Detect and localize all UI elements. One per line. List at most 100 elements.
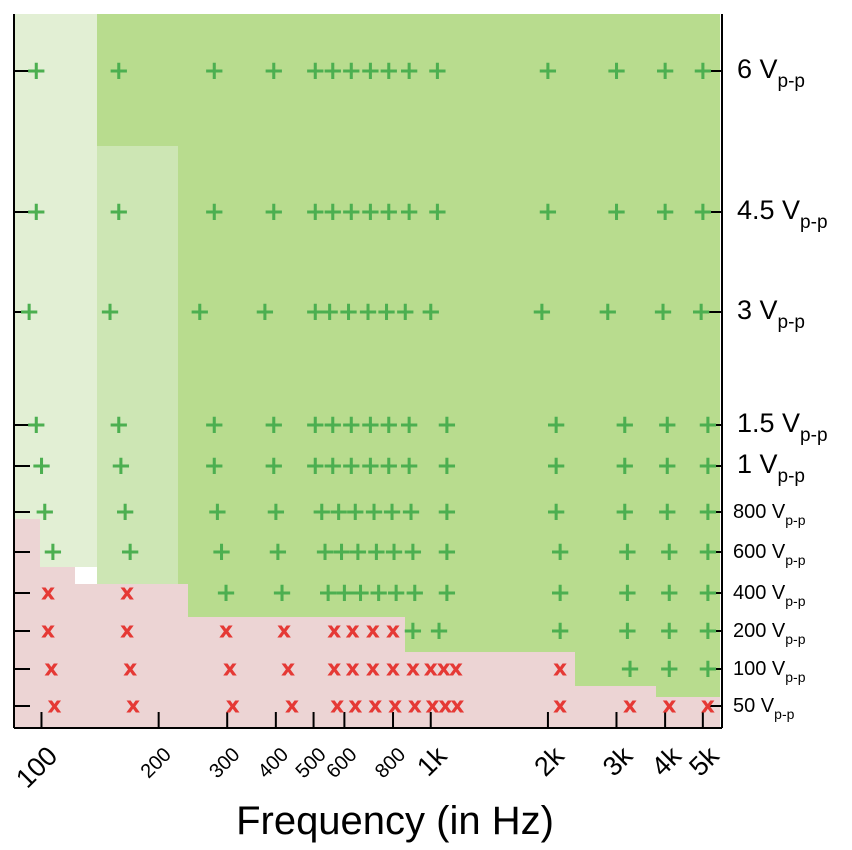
data-markers: + + + + ++++++ + + + + ++ + + + ++++++ + + + + ++ + + + ++++++…	[18, 56, 718, 719]
background-regions	[14, 14, 720, 727]
pass-marker-0_4-10: +	[616, 578, 638, 608]
x-tick-label-0: 100	[10, 741, 63, 794]
pass-marker-6-10: +	[426, 56, 448, 86]
pass-marker-0_8-9: +	[400, 497, 422, 527]
pass-marker-4_5-2: +	[203, 197, 225, 227]
pass-marker-0_6-0: +	[42, 537, 64, 567]
fail-marker-0_05-15: x	[701, 694, 715, 719]
fail-marker-0_1-4: x	[327, 657, 341, 682]
x-tick-label-3: 400	[254, 744, 293, 783]
pass-marker-0_4-8: +	[436, 578, 458, 608]
fail-marker-0_2-3: x	[277, 619, 291, 644]
pass-marker-4_5-11: +	[537, 197, 559, 227]
fail-marker-0_05-4: x	[330, 694, 344, 719]
pass-marker-1-11: +	[545, 451, 567, 481]
fail-marker-0_05-1: x	[126, 694, 140, 719]
fail-marker-0_05-6: x	[368, 694, 382, 719]
pass-marker-1-10: +	[436, 451, 458, 481]
pass-marker-3-1: +	[99, 297, 121, 327]
pass-marker-4_5-7: +	[360, 197, 382, 227]
x-tick-label-1: 200	[137, 744, 176, 783]
pass-marker-6-14: +	[692, 56, 714, 86]
pass-marker-0_4-2: +	[317, 578, 339, 608]
region-light-green	[97, 146, 178, 584]
pass-marker-1_5-8: +	[378, 410, 400, 440]
pass-marker-0_8-4: +	[311, 497, 333, 527]
pass-marker-0_8-13: +	[656, 497, 678, 527]
pass-marker-6-5: +	[322, 56, 344, 86]
pass-marker-3-11: +	[531, 297, 553, 327]
fail-marker-0_1-11: x	[449, 657, 463, 682]
pass-marker-4_5-12: +	[606, 197, 628, 227]
pass-marker-6-6: +	[340, 56, 362, 86]
pass-marker-3-13: +	[652, 297, 674, 327]
pass-marker-3-5: +	[319, 297, 341, 327]
pass-marker-4_5-6: +	[340, 197, 362, 227]
pass-marker-1-14: +	[697, 451, 719, 481]
y-tick-label-3: 1.5 Vp-p	[737, 408, 828, 446]
y-tick-label-5: 800 Vp-p	[733, 501, 806, 528]
pass-marker-4_5-5: +	[322, 197, 344, 227]
x-tick-label-2: 300	[205, 744, 244, 783]
pass-marker-6-2: +	[203, 56, 225, 86]
fail-marker-0_2-4: x	[327, 619, 341, 644]
axis-frame	[13, 14, 723, 729]
pass-marker-0_6-1: +	[119, 537, 141, 567]
fail-marker-0_05-13: x	[623, 694, 637, 719]
pass-marker-0_2-3: +	[616, 616, 638, 646]
fail-marker-0_1-2: x	[223, 657, 237, 682]
pass-marker-3-0: +	[18, 297, 40, 327]
pass-marker-0_6-3: +	[267, 537, 289, 567]
y-tick-label-1: 4.5 Vp-p	[737, 195, 828, 233]
pass-marker-0_1-2: +	[697, 654, 719, 684]
pass-marker-4_5-0: +	[25, 197, 47, 227]
pass-marker-1-3: +	[263, 451, 285, 481]
pass-marker-0_4-11: +	[658, 578, 680, 608]
pass-marker-1_5-11: +	[545, 410, 567, 440]
fail-marker-0_4-1: x	[120, 581, 134, 606]
pass-marker-4_5-3: +	[263, 197, 285, 227]
fail-marker-0_4-0: x	[41, 581, 55, 606]
pass-marker-1_5-14: +	[697, 410, 719, 440]
pass-marker-1-2: +	[203, 451, 225, 481]
pass-marker-0_6-2: +	[211, 537, 233, 567]
pass-marker-3-12: +	[597, 297, 619, 327]
pass-marker-6-11: +	[537, 56, 559, 86]
pass-marker-0_6-5: +	[331, 537, 353, 567]
pass-marker-0_2-1: +	[428, 616, 450, 646]
pass-marker-1_5-9: +	[398, 410, 420, 440]
pass-marker-0_6-11: +	[549, 537, 571, 567]
pass-marker-0_8-6: +	[344, 497, 366, 527]
pass-marker-1-12: +	[614, 451, 636, 481]
pass-marker-1_5-6: +	[340, 410, 362, 440]
pass-marker-0_6-10: +	[436, 537, 458, 567]
region-lightest-green	[14, 14, 97, 519]
pass-marker-6-1: +	[108, 56, 130, 86]
pass-marker-1_5-13: +	[656, 410, 678, 440]
region-pink	[14, 519, 720, 727]
pass-marker-0_1-0: +	[619, 654, 641, 684]
y-tick-label-7: 400 Vp-p	[733, 582, 806, 609]
pass-marker-0_8-7: +	[363, 497, 385, 527]
pass-marker-6-8: +	[378, 56, 400, 86]
fail-marker-0_1-10: x	[437, 657, 451, 682]
pass-marker-1-1: +	[110, 451, 132, 481]
pass-marker-1-5: +	[322, 451, 344, 481]
pass-marker-1-9: +	[398, 451, 420, 481]
pass-marker-0_6-12: +	[616, 537, 638, 567]
pass-marker-1_5-0: +	[25, 410, 47, 440]
pass-marker-3-10: +	[420, 297, 442, 327]
pass-marker-0_4-9: +	[549, 578, 571, 608]
fail-marker-0_1-0: x	[44, 657, 58, 682]
pass-marker-0_4-5: +	[368, 578, 390, 608]
pass-marker-0_8-0: +	[34, 497, 56, 527]
y-tick-label-10: 50 Vp-p	[733, 695, 795, 722]
pass-marker-1-4: +	[304, 451, 326, 481]
pass-marker-1_5-4: +	[304, 410, 326, 440]
pass-marker-3-8: +	[376, 297, 398, 327]
pass-marker-6-12: +	[606, 56, 628, 86]
pass-marker-0_4-12: +	[697, 578, 719, 608]
y-tick-label-6: 600 Vp-p	[733, 541, 806, 568]
pass-marker-0_8-8: +	[381, 497, 403, 527]
pass-marker-0_4-7: +	[404, 578, 426, 608]
